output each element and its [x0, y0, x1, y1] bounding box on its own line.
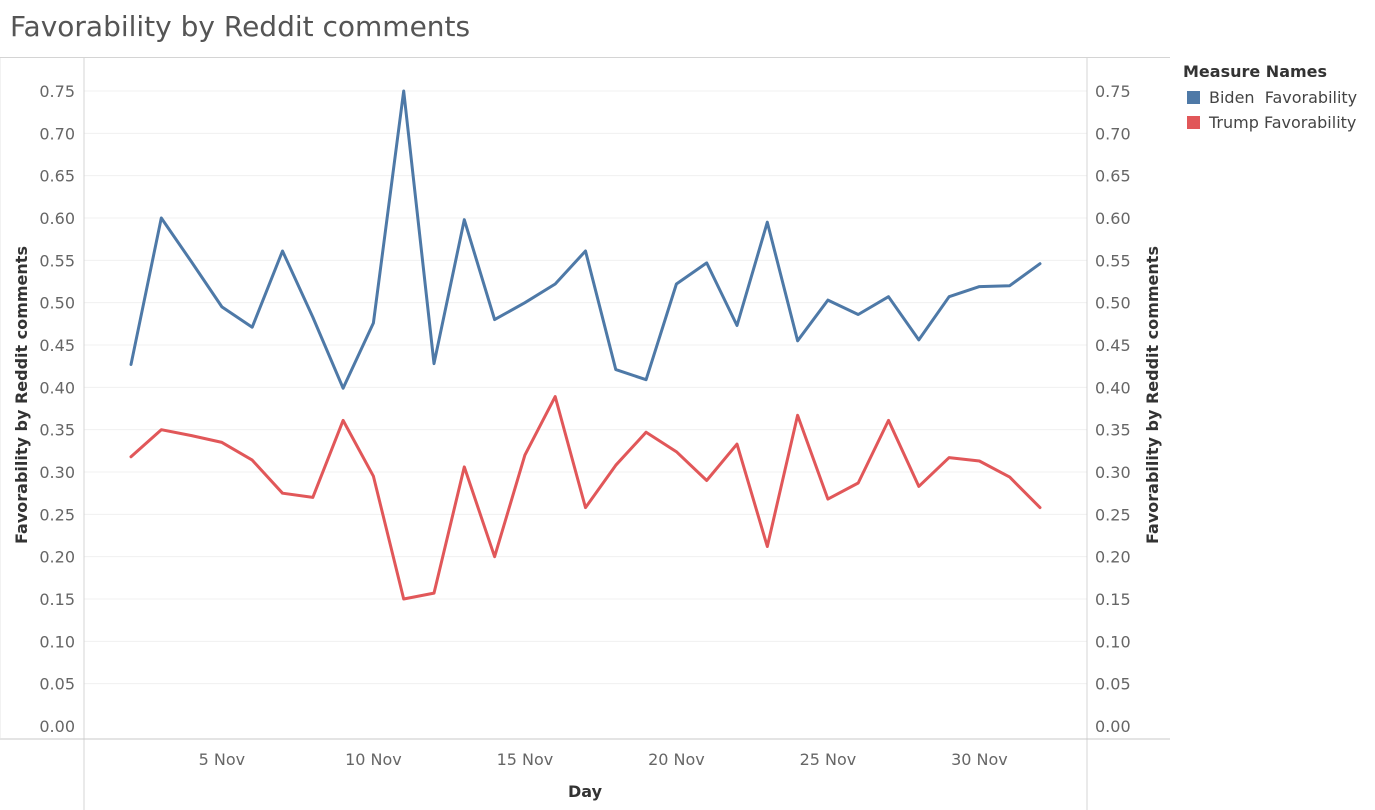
- x-tick-label: 30 Nov: [951, 750, 1008, 769]
- y-tick-label-right: 0.20: [1095, 548, 1131, 567]
- y-tick-label-left: 0.15: [39, 590, 75, 609]
- y-tick-label-right: 0.70: [1095, 124, 1131, 143]
- y-tick-label-left: 0.10: [39, 632, 75, 651]
- y-tick-label-left: 0.45: [39, 336, 75, 355]
- y-tick-label-left: 0.30: [39, 463, 75, 482]
- y-tick-label-right: 0.25: [1095, 505, 1131, 524]
- y-tick-label-right: 0.75: [1095, 82, 1131, 101]
- legend-label-biden: Biden Favorability: [1209, 88, 1358, 107]
- y-tick-label-right: 0.30: [1095, 463, 1131, 482]
- y-axis-title-left: Favorability by Reddit comments: [12, 246, 31, 544]
- x-tick-label: 25 Nov: [800, 750, 857, 769]
- y-tick-label-right: 0.00: [1095, 717, 1131, 736]
- y-axis-left: 0.00 0.05 0.10 0.15 0.20 0.25 0.30 0.35 0.40 0.45…: [39, 82, 75, 736]
- gridlines: [84, 90, 1087, 685]
- y-tick-label-left: 0.05: [39, 675, 75, 694]
- line-chart: 0.00 0.05 0.10 0.15 0.20 0.25 0.30 0.35 0.40 0.45…: [0, 58, 1170, 810]
- x-tick-label: 5 Nov: [199, 750, 246, 769]
- y-tick-label-right: 0.10: [1095, 632, 1131, 651]
- x-tick-label: 20 Nov: [648, 750, 705, 769]
- series-line-biden[interactable]: [129, 89, 1042, 390]
- y-tick-label-right: 0.45: [1095, 336, 1131, 355]
- legend-item-biden[interactable]: Biden Favorability: [1183, 85, 1357, 110]
- series-lines: [129, 89, 1042, 601]
- y-tick-label-right: 0.65: [1095, 167, 1131, 186]
- y-tick-label-right: 0.35: [1095, 421, 1131, 440]
- x-tick-label: 10 Nov: [345, 750, 402, 769]
- y-tick-label-left: 0.35: [39, 421, 75, 440]
- y-tick-label-left: 0.75: [39, 82, 75, 101]
- y-tick-label-left: 0.70: [39, 124, 75, 143]
- y-tick-label-left: 0.00: [39, 717, 75, 736]
- y-tick-label-right: 0.55: [1095, 251, 1131, 270]
- y-axis-title-right: Favorability by Reddit comments: [1143, 246, 1162, 544]
- y-tick-label-right: 0.40: [1095, 378, 1131, 397]
- title-divider: [0, 57, 1170, 58]
- x-axis: 5 Nov 10 Nov 15 Nov 20 Nov 25 Nov 30 Nov: [199, 750, 1008, 769]
- legend: Measure Names Biden Favorability Trump F…: [1183, 62, 1357, 135]
- y-tick-label-left: 0.25: [39, 505, 75, 524]
- y-tick-label-left: 0.50: [39, 294, 75, 313]
- y-axis-right: 0.00 0.05 0.10 0.15 0.20 0.25 0.30 0.35 0.40 0.45…: [1095, 82, 1131, 736]
- y-tick-label-right: 0.60: [1095, 209, 1131, 228]
- x-axis-title: Day: [568, 782, 603, 801]
- y-tick-label-right: 0.50: [1095, 294, 1131, 313]
- y-tick-label-left: 0.65: [39, 167, 75, 186]
- legend-swatch-trump: [1187, 116, 1200, 129]
- y-tick-label-right: 0.15: [1095, 590, 1131, 609]
- legend-swatch-biden: [1187, 91, 1200, 104]
- legend-title: Measure Names: [1183, 62, 1328, 81]
- chart-frame: [0, 58, 1170, 810]
- y-tick-label-left: 0.20: [39, 548, 75, 567]
- y-tick-label-right: 0.05: [1095, 675, 1131, 694]
- page-title: Favorability by Reddit comments: [10, 10, 471, 43]
- y-tick-label-left: 0.40: [39, 378, 75, 397]
- x-tick-label: 15 Nov: [497, 750, 554, 769]
- y-tick-label-left: 0.55: [39, 251, 75, 270]
- y-tick-label-left: 0.60: [39, 209, 75, 228]
- legend-item-trump[interactable]: Trump Favorability: [1183, 110, 1357, 135]
- series-line-trump[interactable]: [129, 395, 1042, 601]
- legend-label-trump: Trump Favorability: [1209, 113, 1357, 132]
